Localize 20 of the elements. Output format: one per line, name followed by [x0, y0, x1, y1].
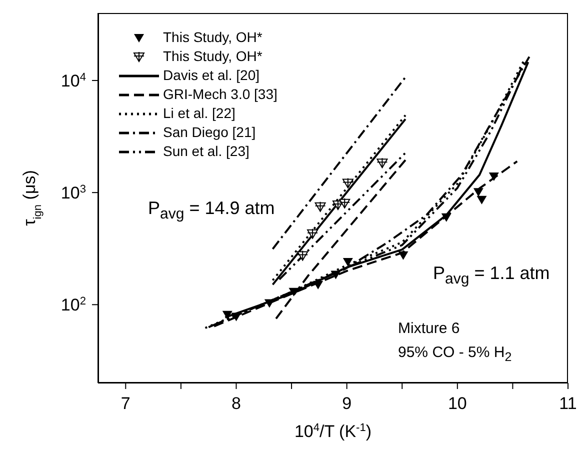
x-tick-label: 10: [448, 394, 467, 413]
annotation: 95% CO - 5% H$_{2}$: [398, 344, 512, 364]
legend-label: Sun et al. [23]: [163, 142, 250, 161]
x-axis-title: 10$^{4}$/T (K$^{-1}$): [294, 422, 372, 441]
annotation: P$_{avg}$ = 14.9 atm: [148, 198, 275, 223]
x-tick-label: 8: [232, 394, 241, 413]
legend-label: This Study, OH*: [163, 28, 262, 47]
legend-label: Davis et al. [20]: [163, 66, 260, 85]
y-tick-label: 10$^{4}$: [60, 71, 86, 90]
legend-label: This Study, OH*: [163, 47, 262, 66]
legend-label: San Diego [21]: [163, 123, 256, 142]
annotation: Mixture 6: [398, 320, 460, 337]
y-tick-label: 10$^{3}$: [60, 184, 86, 203]
legend-label: Li et al. [22]: [163, 104, 236, 123]
x-tick-label: 9: [342, 394, 352, 413]
legend-label: GRI-Mech 3.0 [33]: [163, 85, 278, 104]
x-tick-label: 11: [559, 394, 577, 413]
y-tick-label: 10$^{2}$: [60, 296, 86, 315]
x-tick-label: 7: [120, 394, 130, 413]
annotation: P$_{avg}$ = 1.1 atm: [433, 263, 550, 288]
